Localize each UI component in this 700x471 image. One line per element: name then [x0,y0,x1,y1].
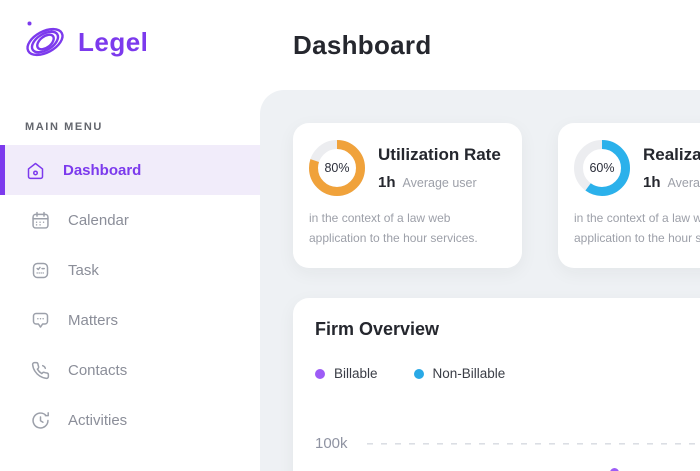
donut-value-arc [309,140,365,196]
chat-icon [30,310,51,331]
stat-card-title: Utilization Rate [378,145,501,164]
calendar-icon [30,210,51,231]
metric-value: 1h [378,174,396,191]
realization-donut-chart: 60% [574,140,630,196]
page-title: Dashboard [293,29,432,60]
task-icon [30,260,51,281]
firm-overview-title: Firm Overview [315,319,440,339]
stat-card-description: in the context of a law web application … [309,211,478,245]
y-axis-row: 100k [315,435,700,452]
brand-logo[interactable]: Legel [0,0,260,69]
sidebar-item-activities[interactable]: Activities [0,395,260,445]
sidebar-section-label: MAIN MENU [25,121,103,133]
sidebar-item-label: Calendar [68,211,129,229]
clock-icon [30,410,51,431]
legend-dot-non-billable [413,368,424,379]
main-area: Dashboard 80% Utiliz [260,0,700,471]
donut-percent-label: 60% [589,161,615,175]
sidebar-item-label: Matters [68,311,119,329]
dashed-gridline [367,442,700,445]
stat-card-title: Realization Rate [643,145,700,164]
sidebar-item-dashboard[interactable]: Dashboard [0,145,260,195]
sidebar-item-calendar[interactable]: Calendar [0,195,260,245]
content-area: 80% Utilization Rate 1h Average user in … [260,90,700,471]
stat-cards-row: 80% Utilization Rate 1h Average user in … [293,123,700,268]
stat-card-description: in the context of a law web application … [574,211,700,245]
legend-label: Billable [334,366,378,381]
home-icon [25,160,46,181]
metric-label: Average user [402,176,477,190]
top-bar: Dashboard [260,0,700,90]
sidebar: Legel MAIN MENU Dashboard [0,0,260,471]
firm-overview-card: Firm Overview Billable Non-Billable [293,298,700,471]
legend-item-non-billable[interactable]: Non-Billable [413,366,506,381]
metric-value: 1h [643,174,661,191]
orbit-logo-icon [20,16,68,69]
utilization-donut-chart: 80% [309,140,365,196]
sidebar-item-matters[interactable]: Matters [0,295,260,345]
legend-dot-billable [315,368,325,379]
sidebar-item-label: Activities [68,411,128,429]
realization-rate-card: 60% Realization Rate 1h Average user in … [558,123,700,268]
donut-value-arc [574,140,630,196]
legend-item-billable[interactable]: Billable [315,366,378,381]
main-menu: Dashboard Calendar [0,145,260,445]
utilization-rate-card: 80% Utilization Rate 1h Average user in … [293,123,522,268]
metric-label: Average user [667,176,700,190]
sidebar-item-label: Contacts [68,361,128,379]
sidebar-item-contacts[interactable]: Contacts [0,345,260,395]
sidebar-item-label: Task [68,261,99,279]
y-axis-tick-100k: 100k [315,435,348,452]
phone-icon [30,360,51,381]
sidebar-item-label: Dashboard [63,161,142,179]
donut-percent-label: 80% [324,161,350,175]
legend-label: Non-Billable [432,366,506,381]
sidebar-item-task[interactable]: Task [0,245,260,295]
chart-legend: Billable Non-Billable [315,366,700,381]
billable-data-point[interactable] [610,468,619,471]
brand-name: Legel [78,27,149,57]
